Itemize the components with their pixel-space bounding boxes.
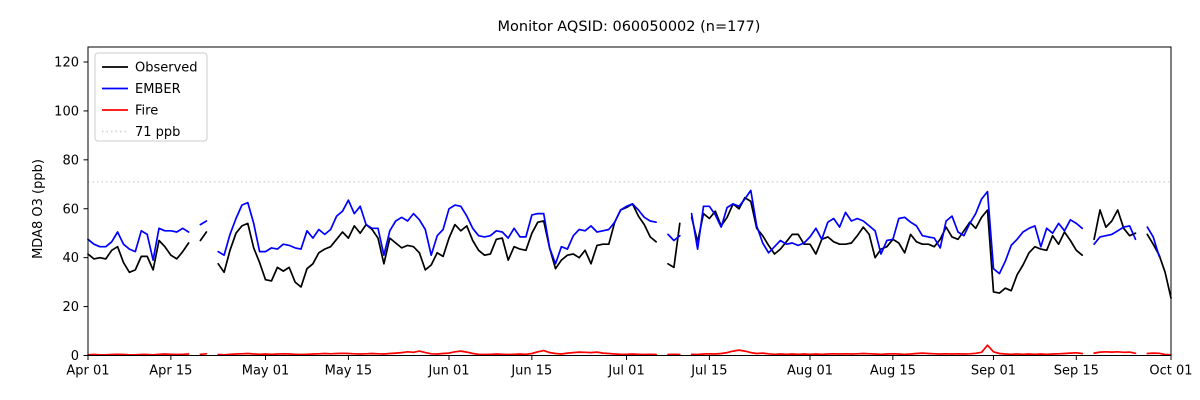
legend: Observed EMBER Fire 71 ppb bbox=[94, 52, 208, 142]
y-tick-label: 120 bbox=[54, 56, 79, 71]
x-tick-label: May 15 bbox=[325, 364, 373, 379]
x-tick-label: Jun 01 bbox=[428, 364, 470, 379]
legend-label-ember: EMBER bbox=[135, 82, 181, 97]
x-tick-label: Sep 01 bbox=[971, 364, 1016, 379]
axes-spines bbox=[87, 46, 1172, 356]
x-tick-label: Sep 15 bbox=[1054, 364, 1099, 379]
legend-label-71-ppb: 71 ppb bbox=[135, 125, 180, 140]
legend-box bbox=[94, 52, 208, 142]
series-line-observed bbox=[87, 196, 1172, 299]
plot-area bbox=[87, 181, 1172, 356]
y-tick-label: 100 bbox=[54, 104, 79, 119]
x-tick-label: May 01 bbox=[242, 364, 290, 379]
y-axis-label: MDA8 O3 (ppb) bbox=[31, 159, 46, 259]
chart-title: Monitor AQSID: 060050002 (n=177) bbox=[498, 19, 761, 35]
legend-label-fire: Fire bbox=[135, 104, 158, 119]
y-tick-label: 60 bbox=[62, 202, 79, 217]
y-tick-label: 40 bbox=[62, 251, 79, 266]
x-tick-label: Aug 01 bbox=[787, 364, 833, 379]
y-tick-label: 80 bbox=[62, 153, 79, 168]
x-tick-label: Jul 15 bbox=[690, 364, 727, 379]
legend-label-observed: Observed bbox=[135, 61, 198, 76]
series-line-fire bbox=[87, 344, 1172, 356]
y-tick-label: 20 bbox=[62, 300, 79, 315]
x-tick-label: Apr 15 bbox=[149, 364, 192, 379]
x-tick-label: Jun 15 bbox=[510, 364, 552, 379]
x-tick-label: Jul 01 bbox=[607, 364, 644, 379]
x-tick-label: Oct 01 bbox=[1149, 364, 1192, 379]
series-line-ember bbox=[87, 189, 1161, 275]
x-tick-label: Apr 01 bbox=[66, 364, 109, 379]
axis-ticks: Apr 01 Apr 15 May 01 May 15 Jun 01 Jun 15 Jul … bbox=[54, 56, 1192, 379]
x-tick-label: Aug 15 bbox=[870, 364, 916, 379]
y-tick-label: 0 bbox=[71, 349, 79, 364]
